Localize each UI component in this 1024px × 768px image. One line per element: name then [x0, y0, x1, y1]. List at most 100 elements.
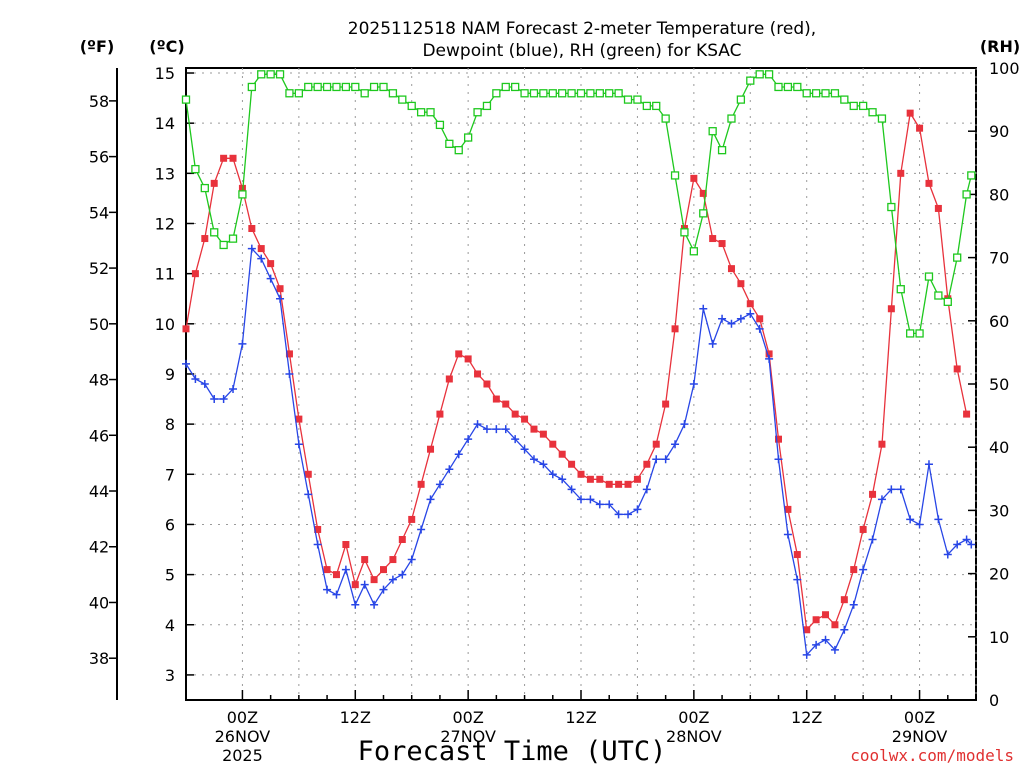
- rh-line: [185, 73, 972, 335]
- rh-point: [482, 101, 492, 111]
- rh-point: [689, 247, 699, 256]
- rh-point: [849, 101, 858, 111]
- dewpoint-point: [765, 354, 774, 363]
- temperature-point: [831, 621, 839, 629]
- celsius-axis-label: (ºC): [149, 37, 184, 56]
- temperature-point: [765, 350, 773, 358]
- temperature-point: [521, 415, 529, 423]
- rh-point: [463, 133, 473, 142]
- dewpoint-point: [774, 455, 783, 464]
- rh-point: [868, 108, 877, 117]
- rh-point: [473, 108, 482, 117]
- temperature-point: [859, 525, 867, 533]
- dewpoint-point: [426, 495, 435, 504]
- rh-point: [670, 171, 680, 180]
- temperature-point: [267, 260, 275, 268]
- celsius-tick-label: 8: [165, 415, 175, 434]
- dewpoint-point: [577, 495, 585, 504]
- dewpoint-series: [182, 244, 976, 659]
- temperature-point: [342, 541, 350, 549]
- dewpoint-point: [304, 490, 313, 499]
- dewpoint-point: [953, 540, 962, 549]
- time-tick-label: 00Z: [227, 708, 258, 727]
- rh-point: [642, 101, 651, 111]
- dewpoint-point: [445, 465, 454, 474]
- dewpoint-point: [671, 440, 680, 449]
- dewpoint-point: [313, 540, 322, 549]
- dewpoint-point: [332, 590, 341, 599]
- rh-point: [341, 82, 351, 92]
- temperature-point: [304, 470, 312, 478]
- date-tick-label: 29NOV: [892, 727, 948, 746]
- temperature-point: [756, 315, 764, 323]
- grid-lines: [186, 68, 977, 700]
- rh-point: [238, 190, 247, 199]
- rh-point: [605, 89, 614, 98]
- celsius-tick-label: 3: [165, 666, 175, 685]
- rh-tick-label: 40: [989, 438, 1009, 457]
- temperature-point: [257, 245, 265, 253]
- temperature-series: [182, 109, 971, 634]
- temperature-point: [417, 480, 425, 488]
- fahrenheit-tick-label: 54: [89, 203, 109, 222]
- temperature-point: [709, 235, 717, 243]
- rh-point: [294, 89, 304, 98]
- dewpoint-point: [830, 645, 839, 654]
- time-tick-label: 00Z: [678, 708, 709, 727]
- chart-title-line-2: Dewpoint (blue), RH (green) for KSAC: [422, 41, 741, 61]
- temperature-point: [210, 179, 218, 187]
- fahrenheit-tick-label: 50: [89, 315, 109, 334]
- rh-point: [953, 253, 962, 262]
- rh-point: [304, 82, 313, 92]
- temperature-point: [492, 395, 500, 403]
- temperature-point: [803, 626, 811, 634]
- rh-point: [586, 89, 595, 98]
- fahrenheit-tick-label: 46: [89, 426, 109, 445]
- temperature-point: [953, 365, 961, 373]
- dewpoint-point: [501, 425, 510, 434]
- celsius-tick-label: 15: [155, 64, 175, 83]
- rh-point: [652, 101, 661, 111]
- rh-point: [915, 329, 924, 338]
- celsius-tick-label: 9: [165, 365, 175, 384]
- dewpoint-point: [285, 369, 294, 378]
- celsius-tick-label: 5: [165, 566, 175, 585]
- rh-point: [285, 89, 294, 98]
- temperature-point: [718, 240, 726, 248]
- dewpoint-point: [887, 485, 896, 494]
- dewpoint-point: [736, 314, 745, 323]
- rh-series: [181, 70, 976, 338]
- rh-point: [717, 146, 727, 155]
- rh-tick-label: 30: [989, 501, 1009, 520]
- rh-point: [746, 76, 755, 85]
- dewpoint-point: [539, 460, 548, 469]
- series-layer: [181, 70, 976, 659]
- dewpoint-point: [511, 435, 520, 444]
- temperature-point: [850, 566, 858, 574]
- rh-point: [727, 114, 736, 123]
- dewpoint-point: [915, 520, 924, 529]
- rh-point: [219, 240, 228, 250]
- dewpoint-point: [276, 294, 285, 303]
- dewpoint-point: [614, 510, 623, 519]
- rh-axis-label: (RH): [980, 37, 1020, 56]
- rh-point: [416, 108, 426, 117]
- rh-point: [858, 101, 868, 111]
- temperature-point: [558, 450, 566, 458]
- rh-point: [811, 89, 821, 98]
- temperature-point: [483, 380, 491, 388]
- temperature-point: [539, 430, 547, 438]
- temperature-point: [295, 415, 303, 423]
- fahrenheit-tick-label: 42: [89, 538, 109, 557]
- fahrenheit-tick-label: 56: [89, 148, 109, 167]
- dewpoint-point: [727, 319, 736, 328]
- temperature-point: [643, 460, 651, 468]
- rh-point: [906, 329, 915, 338]
- temperature-point: [906, 109, 914, 117]
- fahrenheit-axis-label: (ºF): [80, 37, 115, 56]
- rh-point: [840, 95, 849, 104]
- temperature-point: [596, 475, 604, 483]
- rh-point: [576, 89, 586, 98]
- time-tick-label: 12Z: [565, 708, 596, 727]
- dewpoint-point: [943, 550, 952, 559]
